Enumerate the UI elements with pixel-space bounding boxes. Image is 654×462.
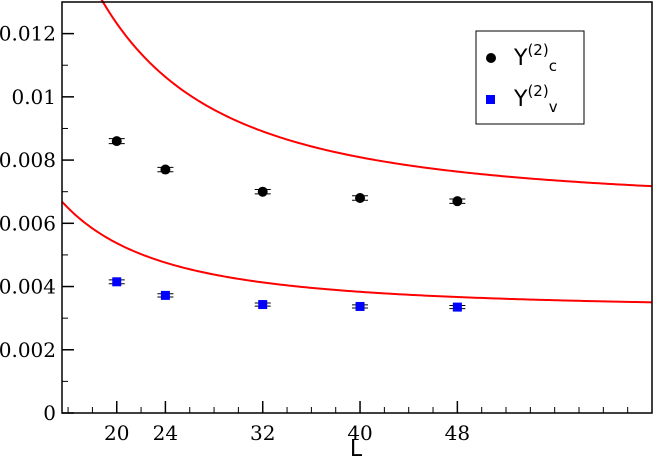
point-1-1	[160, 290, 170, 300]
x-tick-label-4: 48	[445, 421, 470, 445]
y-tick-label-1: 0.002	[0, 338, 56, 362]
x-ticks: 20 24 32 40 48	[67, 401, 653, 445]
y-tick-label-6: 0.012	[0, 22, 56, 46]
y-tick-label-5: 0.01	[11, 85, 56, 109]
x-tick-label-2: 32	[250, 421, 275, 445]
y-tick-label-0: 0	[43, 401, 56, 425]
y-tick-label-4: 0.008	[0, 148, 56, 172]
error-bars	[108, 138, 466, 310]
y-ticks: 0 0.002 0.004 0.006 0.008 0.01 0.012	[0, 22, 74, 425]
point-0-3	[355, 193, 366, 204]
point-1-2	[258, 300, 268, 310]
legend-marker-c	[486, 53, 496, 63]
x-axis-label: L	[350, 437, 363, 462]
y-tick-label-3: 0.006	[0, 211, 56, 235]
point-1-0	[112, 277, 122, 287]
fit-curves	[61, 0, 653, 304]
x-tick-label-0: 20	[104, 421, 129, 445]
legend-marker-v	[486, 95, 495, 104]
point-0-4	[452, 196, 463, 207]
point-1-3	[355, 301, 365, 311]
legend: Y(2)c Y(2)v	[475, 30, 585, 125]
point-0-1	[160, 164, 171, 175]
y-tick-label-2: 0.004	[0, 275, 56, 299]
fit-curve-0	[100, 0, 653, 188]
legend-label-c: Y(2)c	[513, 41, 557, 75]
point-0-0	[111, 136, 122, 147]
data-points	[111, 136, 463, 312]
legend-box	[475, 30, 585, 125]
point-1-4	[452, 302, 462, 312]
x-tick-label-3: 40	[347, 421, 372, 445]
fit-curve-1	[61, 201, 653, 304]
point-0-2	[257, 186, 268, 197]
legend-label-v: Y(2)v	[513, 82, 558, 116]
plot-frame	[61, 1, 653, 414]
x-tick-label-1: 24	[153, 421, 178, 445]
